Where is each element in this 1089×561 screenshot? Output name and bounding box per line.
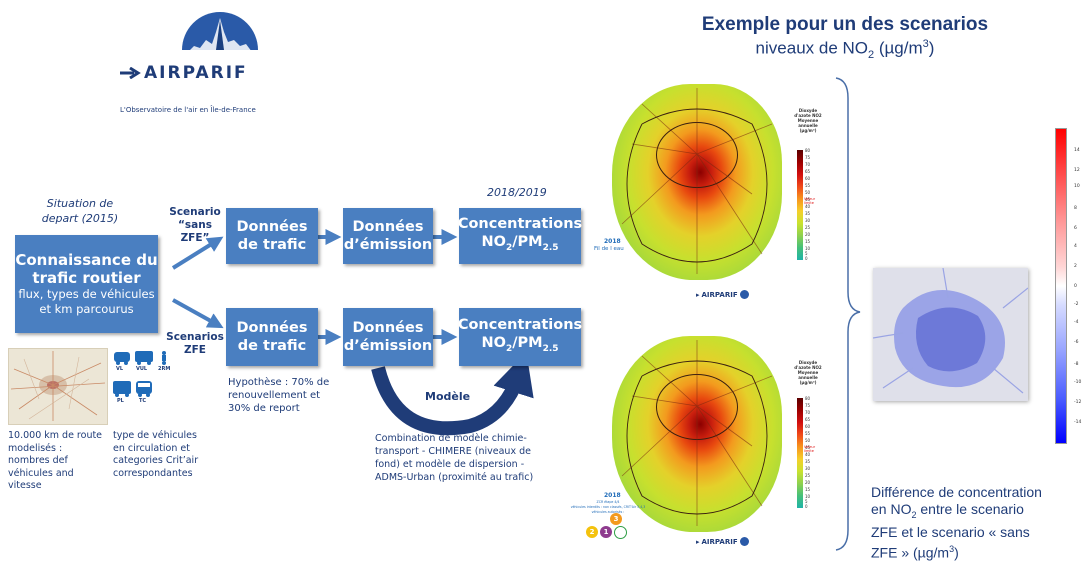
right-brace: [835, 77, 861, 551]
bus-tc-icon: TC: [134, 380, 154, 404]
diff-tick: -14: [1074, 420, 1082, 425]
diff-tick: -2: [1074, 302, 1079, 307]
difference-caption: Différence de concentration en NO2 entre…: [871, 484, 1042, 561]
road-network-map: [8, 348, 108, 425]
diff-tick: 0: [1074, 284, 1077, 289]
moped-2rm-icon: 2RM: [158, 350, 176, 372]
model-label: Modèle: [425, 390, 471, 403]
map1-airparif-logo: ▸ AIRPARIF: [696, 290, 749, 299]
traffic-data-box-bottom: Données de trafic: [226, 308, 318, 366]
hypothesis-text: Hypothèse : 70% de renouvellement et 30% d…: [228, 377, 330, 414]
diff-tick: -4: [1074, 320, 1079, 325]
emission-data-box-top: Données d’émission: [343, 208, 433, 264]
diff-tick: 12: [1074, 168, 1080, 173]
airparif-logo: AIRPARIF L'Observatoire de l'air en Île-…: [120, 10, 280, 120]
diff-tick: 10: [1074, 184, 1080, 189]
truck-pl-icon: PL: [112, 380, 132, 404]
map2-limit-label: Valeur limite: [804, 445, 816, 453]
small-emblem-icon-2: [739, 537, 749, 546]
airparif-brand-text: AIRPARIF: [144, 63, 248, 83]
concentrations-box-top: Concentrations NO2/PM2.5: [458, 208, 582, 264]
map1-legend-title: Dioxyde d'azote NO2 Moyenne annuelle (µg/m³): [794, 108, 822, 133]
scenario-top-label: Scenario “sans ZFE”: [169, 206, 221, 244]
vehicle-icons: VL VUL 2RM PL TC: [112, 350, 178, 420]
traffic-data-box-top: Données de trafic: [226, 208, 318, 264]
no2-map-baseline: 2018 Fil de l eau Dioxyde d'azote NO2 Moye…: [594, 84, 822, 299]
emission-data-box-bottom: Données d’émission: [343, 308, 433, 366]
diff-tick: -12: [1074, 400, 1082, 405]
concentrations-box-bottom: Concentrations NO2/PM2.5: [458, 308, 582, 366]
road-network-overlay-2: [621, 340, 773, 526]
diff-tick: -8: [1074, 362, 1079, 367]
no2-map-zfe: Dioxyde d'azote NO2 Moyenne annuelle (µg/m³)…: [571, 336, 822, 546]
diff-tick: -10: [1074, 380, 1082, 385]
diff-tick: 6: [1074, 226, 1077, 231]
map2-year: 2018: [604, 492, 621, 499]
difference-map: [873, 268, 1028, 401]
map2-airparif-logo: ▸ AIRPARIF: [696, 537, 749, 546]
map2-legend-title: Dioxyde d'azote NO2 Moyenne annuelle (µg/m³): [794, 360, 822, 385]
map1-color-legend: [797, 150, 803, 260]
page-subtitle: niveaux de NO2 (µg/m3): [755, 38, 935, 62]
airparif-emblem-icon: [182, 12, 258, 90]
small-arrow-icon: ▸: [696, 290, 700, 299]
situation-label: Situation de depart (2015): [41, 197, 119, 225]
map2-color-legend: [797, 398, 803, 508]
scenario-bottom-label: Scenarios ZFE: [166, 331, 224, 356]
critair-badges: 2 1 3: [586, 513, 646, 547]
diff-tick: 4: [1074, 244, 1077, 249]
airparif-wordmark: AIRPARIF: [120, 62, 280, 84]
map1-year: 2018: [604, 238, 621, 245]
map2-caption: ZCR étape 4/4 véhicules interdits : non c…: [570, 500, 646, 514]
difference-color-legend: [1055, 128, 1067, 444]
model-description: Combination de modèle chimie-transport -…: [375, 433, 534, 483]
critair-electric-icon: [614, 526, 627, 539]
small-emblem-icon: [739, 290, 749, 299]
page-title: Exemple pour un des scenarios: [701, 14, 989, 35]
map2-legend-ticks: 80 75 70 65 60 55 50 45 40 35 30 25 20 1…: [805, 396, 811, 509]
small-arrow-icon-2: ▸: [696, 537, 700, 546]
vehicle-note: type de véhicules en circulation et catego…: [113, 430, 199, 479]
diff-tick: -6: [1074, 340, 1079, 345]
model-curved-arrow: [371, 351, 534, 436]
critair-badge-3: 3: [610, 513, 622, 525]
road-note: 10.000 km de route modelisés : nombres def…: [8, 430, 103, 491]
year-label: 2018/2019: [487, 186, 547, 199]
knowledge-box: Connaissance du trafic routier flux, typ…: [15, 235, 158, 333]
map1-label: Fil de l eau: [594, 246, 624, 252]
diff-tick: 14: [1074, 148, 1080, 153]
diff-tick: 2: [1074, 264, 1077, 269]
road-network-overlay: [621, 88, 773, 274]
diff-tick: 8: [1074, 206, 1077, 211]
car-vl-icon: VL: [112, 350, 132, 372]
arrow-knowledge-to-top: [171, 236, 224, 270]
critair-badge-1: 1: [600, 526, 612, 538]
arrow-knowledge-to-bottom: [172, 298, 224, 329]
arrow-right-icon: [120, 67, 141, 79]
map1-legend-ticks: 80 75 70 65 60 55 50 45 40 35 30 25 20 1…: [805, 148, 811, 261]
van-vul-icon: VUL: [134, 350, 154, 372]
map1-limit-label: Valeur limite: [804, 197, 816, 205]
airparif-tagline: L'Observatoire de l'air en Île-de-France: [120, 106, 256, 114]
critair-badge-2: 2: [586, 526, 598, 538]
